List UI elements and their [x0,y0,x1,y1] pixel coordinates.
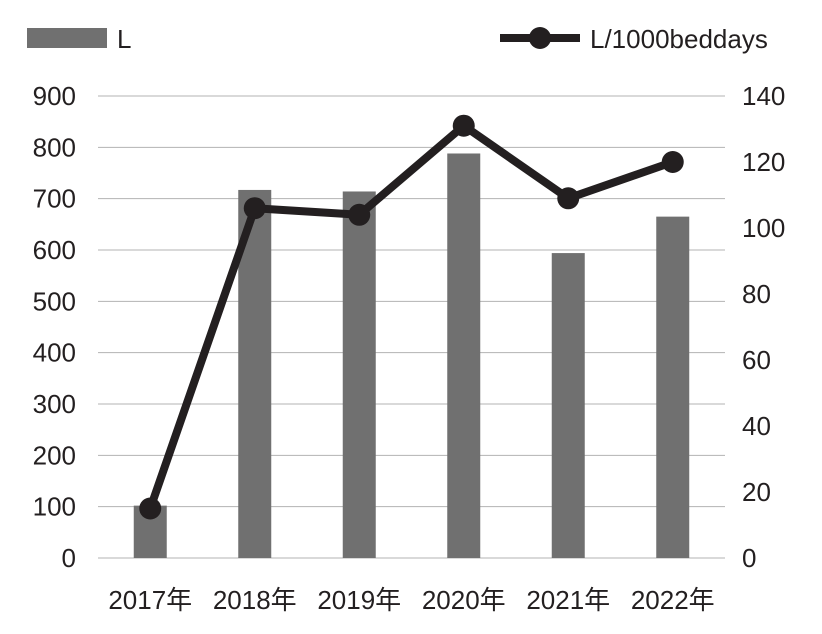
bar [342,191,376,559]
line-point [348,203,371,226]
line-point [557,187,580,210]
bar [656,216,690,558]
legend-bar-label: L [117,24,131,54]
legend-line-marker [529,27,551,49]
line-point [661,151,684,173]
bar [447,153,481,558]
x-tick-label: 2018年 [213,585,297,615]
bar [551,253,585,558]
line-point [139,497,162,520]
x-tick-label: 2021年 [526,585,610,615]
left-tick-label: 300 [33,389,76,419]
left-tick-label: 900 [33,81,76,111]
right-tick-label: 20 [742,477,771,507]
gridlines [98,95,725,559]
right-tick-label: 120 [742,147,785,177]
left-axis-ticks: 0 100 200 300 400 500 600 700 800 900 [33,81,76,573]
legend-bar-swatch [27,28,107,48]
x-tick-label: 2017年 [108,585,192,615]
series-line [146,121,675,510]
x-axis-ticks: 2017年 2018年 2019年 2020年 2021年 2022年 [108,585,714,615]
line-point [243,197,266,220]
line-series [139,114,684,520]
x-tick-label: 2019年 [317,585,401,615]
right-tick-label: 80 [742,279,771,309]
x-tick-label: 2022年 [631,585,715,615]
right-axis-ticks: 0 20 40 60 80 100 120 140 [742,81,785,573]
legend-line-label: L/1000beddays [590,24,768,54]
left-tick-label: 0 [62,543,76,573]
left-tick-label: 500 [33,286,76,316]
right-tick-label: 40 [742,411,771,441]
right-tick-label: 100 [742,213,785,243]
left-tick-label: 200 [33,440,76,470]
left-tick-label: 800 [33,132,76,162]
right-tick-label: 0 [742,543,756,573]
left-tick-label: 600 [33,235,76,265]
bar-series [133,153,690,559]
left-tick-label: 400 [33,338,76,368]
legend: L L/1000beddays [27,24,768,54]
line-point [452,114,475,137]
right-tick-label: 140 [742,81,785,111]
right-tick-label: 60 [742,345,771,375]
left-tick-label: 100 [33,492,76,522]
left-tick-label: 700 [33,184,76,214]
x-tick-label: 2020年 [422,585,506,615]
